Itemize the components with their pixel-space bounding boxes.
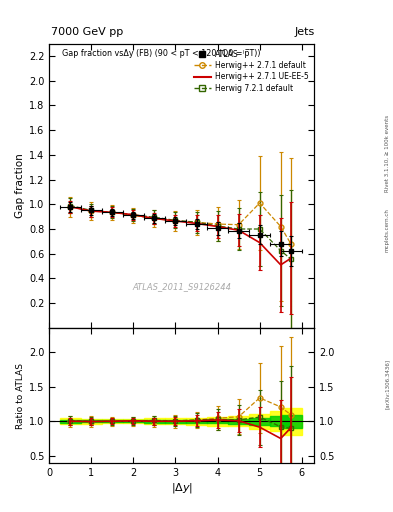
Text: 7000 GeV pp: 7000 GeV pp [51,27,123,37]
Bar [270,411,291,432]
Text: ATLAS_2011_S9126244: ATLAS_2011_S9126244 [132,282,231,291]
Legend: ATLAS, Herwig++ 2.7.1 default, Herwig++ 2.7.1 UE-EE-5, Herwig 7.2.1 default: ATLAS, Herwig++ 2.7.1 default, Herwig++ … [192,47,310,95]
Bar [123,419,144,423]
Bar [207,419,228,423]
Bar [207,417,228,425]
Bar [81,419,102,424]
Bar [249,414,270,429]
Bar [81,420,102,422]
Bar [165,418,186,424]
Bar [281,415,302,428]
Bar [249,418,270,425]
Text: Gap fraction vsΔy (FB) (90 < pT < 120 (Q0 =⁾p̅T)): Gap fraction vsΔy (FB) (90 < pT < 120 (Q… [62,49,261,58]
Bar [123,420,144,422]
Y-axis label: Gap fraction: Gap fraction [15,154,25,218]
Text: Jets: Jets [294,27,314,37]
Bar [281,408,302,435]
Bar [228,419,249,424]
Bar [60,418,81,424]
Bar [60,420,81,422]
Y-axis label: Ratio to ATLAS: Ratio to ATLAS [16,362,25,429]
Bar [270,416,291,426]
Bar [165,420,186,422]
Bar [228,416,249,426]
Text: mcplots.cern.ch: mcplots.cern.ch [385,208,389,252]
Text: Rivet 3.1.10, ≥ 100k events: Rivet 3.1.10, ≥ 100k events [385,115,389,192]
Bar [102,419,123,423]
Bar [144,420,165,422]
Bar [186,419,207,423]
Bar [102,420,123,422]
X-axis label: $|\Delta y|$: $|\Delta y|$ [171,481,193,495]
Bar [186,418,207,424]
Text: [arXiv:1306.3436]: [arXiv:1306.3436] [385,359,389,409]
Bar [144,418,165,424]
